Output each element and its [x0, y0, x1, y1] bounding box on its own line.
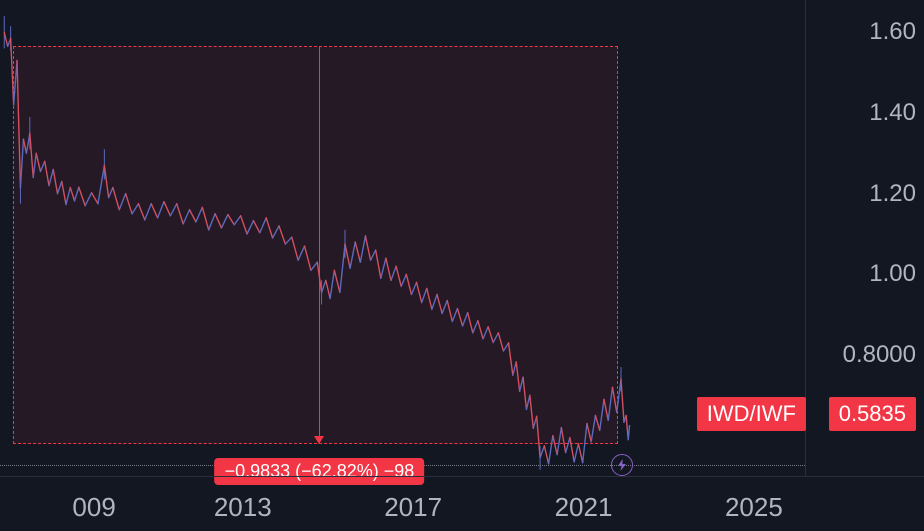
x-tick-label: 2025 [725, 492, 783, 523]
y-tick-label: 1.40 [869, 99, 916, 127]
price-chart[interactable]: −0.9833 (−62.82%) −98 1.60 1.40 1.20 1.0… [0, 0, 924, 531]
x-axis-separator [0, 476, 924, 477]
x-tick-label: 009 [72, 492, 115, 523]
measurement-label: −0.9833 (−62.82%) −98 [215, 458, 425, 485]
y-tick-label: 0.8000 [843, 341, 916, 369]
y-tick-label: 1.20 [869, 180, 916, 208]
price-line [0, 0, 805, 476]
x-tick-label: 2021 [555, 492, 613, 523]
ticker-badge[interactable]: IWD/IWF [697, 397, 806, 431]
current-value-badge[interactable]: 0.5835 [829, 397, 916, 431]
plot-area[interactable]: −0.9833 (−62.82%) −98 [0, 0, 805, 476]
x-tick-label: 2013 [214, 492, 272, 523]
bolt-icon[interactable] [611, 454, 633, 476]
x-tick-label: 2017 [384, 492, 442, 523]
y-tick-label: 1.60 [869, 18, 916, 46]
y-tick-label: 1.00 [869, 260, 916, 288]
